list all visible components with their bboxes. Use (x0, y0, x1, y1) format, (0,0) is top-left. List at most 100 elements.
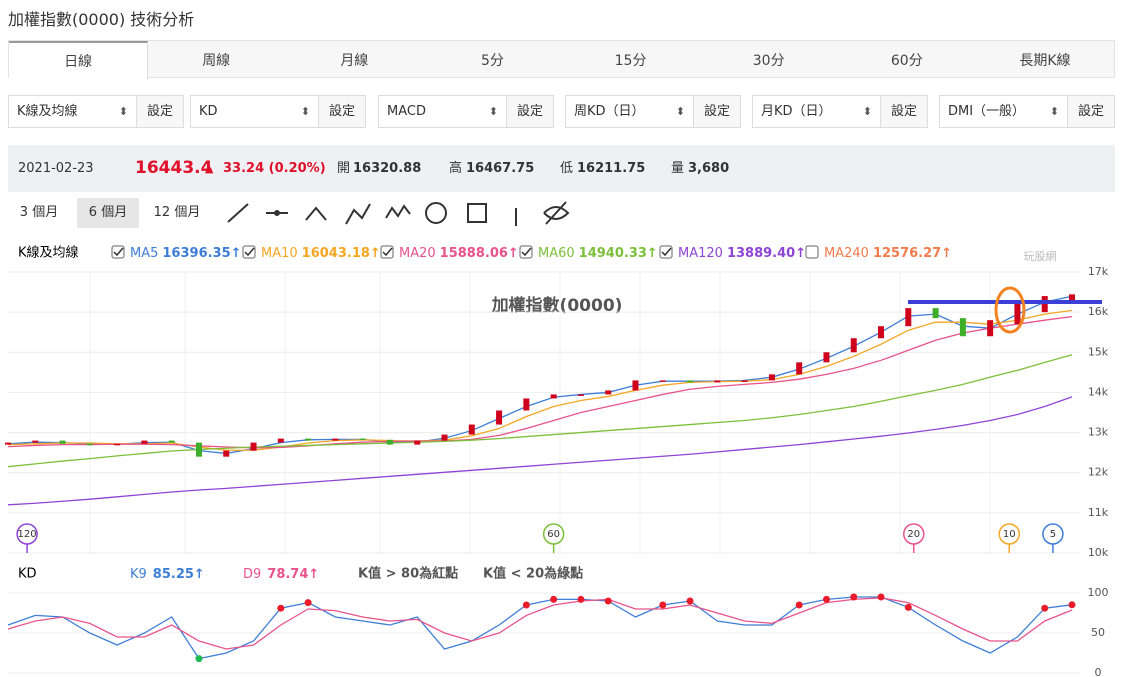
settings-button[interactable]: 設定 (693, 96, 740, 127)
select[interactable]: 月KD（日） (753, 96, 880, 127)
candle (277, 438, 284, 443)
k-dot (795, 601, 803, 609)
legend-name: MA5 (130, 246, 158, 261)
checkbox (242, 245, 256, 259)
period-marker-label: 20 (907, 529, 920, 540)
candle (714, 380, 721, 383)
y-tick-label: 13k (1088, 426, 1109, 439)
select[interactable]: DMI（一般） (940, 96, 1067, 127)
candle (195, 442, 202, 457)
candle (878, 326, 885, 339)
period-marker-label: 5 (1050, 529, 1056, 540)
tab[interactable]: 15分 (614, 53, 647, 69)
legend-value: 78.74↑ (267, 567, 319, 582)
legend-entry: K9 85.25↑ (130, 567, 205, 582)
k-dot (1041, 604, 1049, 612)
low-value: 16211.75 (577, 161, 646, 176)
settings-button[interactable]: 設定 (506, 96, 553, 127)
legend-value: 16396.35↑ (162, 246, 241, 261)
candle (359, 438, 366, 441)
candle (168, 440, 175, 443)
y-tick-label: 0 (1095, 666, 1102, 677)
period-marker (998, 523, 1021, 545)
k-dot (577, 595, 585, 603)
settings-button[interactable]: 設定 (880, 96, 927, 127)
candle (496, 410, 503, 425)
legend-value: 12576.27↑ (873, 246, 952, 261)
k-dot (904, 603, 912, 611)
tab[interactable]: 5分 (480, 53, 504, 69)
legend-name: K9 (130, 567, 147, 582)
candle (1014, 302, 1021, 325)
checkmark (382, 247, 393, 257)
checkbox (805, 245, 819, 259)
tab[interactable]: 周線 (202, 53, 231, 69)
period-marker-label: 10 (1003, 529, 1016, 540)
kd-line (7, 596, 1073, 660)
legend-value: 16043.18↑ (302, 246, 381, 261)
range-button[interactable]: 12 個月 (153, 205, 201, 220)
candle (932, 308, 939, 319)
y-tick-label: 15k (1088, 345, 1109, 358)
candle (1041, 296, 1048, 313)
legend-entry: MA20 15888.06↑ (399, 246, 519, 261)
legend-value: 13889.40↑ (727, 246, 806, 261)
k-dot (522, 601, 530, 609)
candle (386, 439, 393, 445)
tab[interactable]: 60分 (890, 53, 923, 69)
k-dot (877, 593, 885, 601)
candle (768, 374, 775, 381)
range-button[interactable]: 6 個月 (77, 198, 139, 228)
candle (523, 398, 530, 411)
settings-button[interactable]: 設定 (136, 96, 183, 127)
candle (1069, 294, 1075, 301)
checkbox (380, 245, 394, 259)
tab[interactable]: 30分 (752, 53, 785, 69)
legend-name: D9 (243, 567, 261, 582)
select[interactable]: KD (191, 96, 318, 127)
candle (550, 394, 557, 399)
legend-name: MA20 (399, 246, 436, 261)
checkmark (661, 247, 672, 257)
y-tick-label: 11k (1088, 506, 1109, 519)
candle (632, 380, 639, 391)
checkbox (659, 245, 673, 259)
y-tick-label: 17k (1088, 265, 1109, 278)
settings-button[interactable]: 設定 (318, 96, 365, 127)
candle (414, 440, 421, 445)
y-tick-label: 10k (1088, 546, 1109, 559)
candle (905, 308, 912, 327)
k-dot (822, 595, 830, 603)
candle (332, 438, 339, 441)
range-button[interactable]: 3 個月 (19, 205, 59, 220)
drawing-tools[interactable] (220, 198, 580, 230)
tab[interactable]: 長期K線 (1019, 53, 1071, 69)
candle (141, 440, 148, 444)
candle (577, 394, 584, 396)
select[interactable]: 周KD（日） (566, 96, 693, 127)
candle (32, 440, 39, 443)
period-marker-label: 60 (547, 529, 560, 540)
candle (5, 442, 11, 445)
open-label: 開 (337, 161, 351, 176)
legend-entry: MA10 16043.18↑ (261, 246, 381, 261)
period-marker (903, 523, 925, 545)
k-dot (304, 599, 312, 607)
tab[interactable]: 月線 (340, 53, 369, 69)
chart-area: 加權指數(0000) 玩股網 K線及均線 KD K值 > 80為紅點 K值 < … (5, 245, 1109, 677)
legend-name: MA10 (261, 246, 298, 261)
legend-title: K線及均線 (18, 245, 79, 261)
volume-label: 量 (671, 161, 685, 176)
legend-entry: MA120 13889.40↑ (678, 246, 806, 261)
candle (250, 442, 257, 451)
select[interactable]: K線及均線 (9, 96, 136, 127)
checkmark (244, 247, 255, 257)
select[interactable]: MACD (379, 96, 506, 127)
select-group: K線及均線設定 (8, 95, 184, 128)
settings-button[interactable]: 設定 (1067, 96, 1114, 127)
checkmark (113, 247, 124, 257)
tab[interactable]: 日線 (9, 41, 149, 80)
k-dot (659, 601, 667, 609)
candle (659, 380, 666, 382)
